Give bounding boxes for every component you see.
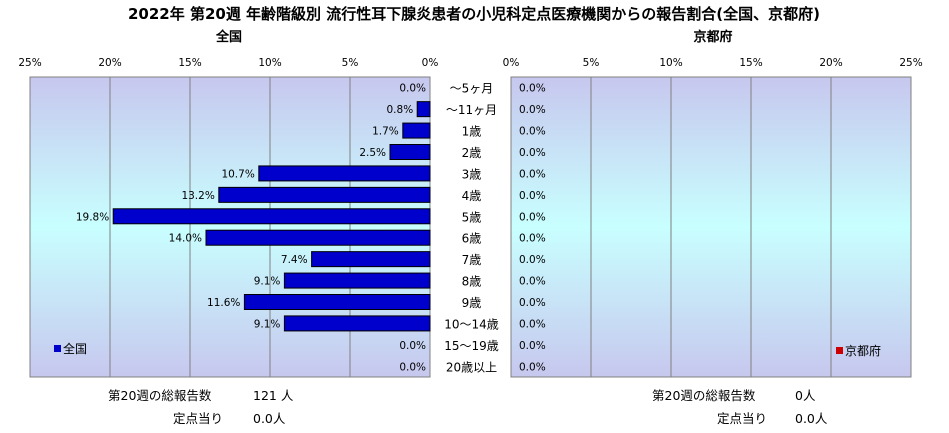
- left-bar: [243, 294, 431, 310]
- category-label: 7歳: [462, 253, 482, 267]
- right-plot-area: [510, 76, 912, 378]
- right-per-value: 0.0人: [795, 411, 828, 426]
- chart-title: 2022年 第20週 年齢階級別 流行性耳下腺炎患者の小児科定点医療機関からの報…: [128, 5, 820, 23]
- right-tick-label: 10%: [659, 57, 682, 69]
- right-footer: 第20週の総報告数 0人 定点当り 0.0人: [652, 388, 828, 426]
- category-label: 5歳: [462, 210, 482, 224]
- category-label: 6歳: [462, 232, 482, 246]
- bars: [112, 101, 431, 332]
- left-data-label: 0.8%: [387, 104, 414, 116]
- gridlines: [109, 77, 832, 377]
- left-data-label: 11.6%: [207, 297, 240, 309]
- right-tick-label: 20%: [819, 57, 842, 69]
- left-data-label: 7.4%: [281, 254, 308, 266]
- left-bar: [311, 251, 431, 268]
- right-data-label: 0.0%: [519, 211, 546, 223]
- left-data-label: 19.8%: [76, 211, 109, 223]
- left-total-label: 第20週の総報告数: [108, 388, 212, 403]
- data-labels: 0.0% 0.0% 0.8% 0.0% 1.7% 0.0% 2.5% 0.0% 10.7% 0.0…: [76, 83, 546, 374]
- right-total-label: 第20週の総報告数: [652, 388, 756, 403]
- category-label: 2歳: [462, 146, 482, 160]
- category-label: 10～14歳: [444, 317, 499, 331]
- category-labels: ～5ヶ月 ～11ヶ月 1歳 2歳 3歳 4歳 5歳 6歳 7歳 8歳 9歳 10～14歳 15～19歳 2…: [444, 82, 499, 375]
- left-data-label: 9.1%: [254, 318, 281, 330]
- right-data-label: 0.0%: [519, 297, 546, 309]
- right-per-label: 定点当り: [717, 411, 767, 426]
- right-tick-label: 0%: [503, 57, 520, 69]
- right-legend: 京都府: [836, 343, 881, 358]
- left-data-label: 14.0%: [169, 233, 202, 245]
- left-data-label: 0.0%: [399, 340, 426, 352]
- left-plot-area: [29, 76, 431, 378]
- right-data-label: 0.0%: [519, 254, 546, 266]
- left-bar: [389, 144, 431, 160]
- right-total-value: 0人: [795, 388, 816, 403]
- left-data-label: 0.0%: [399, 361, 426, 373]
- left-bar: [205, 229, 431, 246]
- right-legend-swatch: [836, 347, 843, 354]
- left-data-label: 2.5%: [359, 147, 386, 159]
- axis-ticks: 0% 0% 5% 5% 10% 10% 15% 15% 20% 20% 25% 25%: [18, 57, 922, 69]
- left-bar: [416, 101, 431, 118]
- left-data-label: 1.7%: [372, 126, 399, 138]
- left-tick-label: 20%: [98, 57, 121, 69]
- right-data-label: 0.0%: [519, 83, 546, 95]
- category-label: 4歳: [462, 189, 482, 203]
- left-footer: 第20週の総報告数 121 人 定点当り 0.0人: [108, 388, 294, 426]
- left-data-label: 10.7%: [221, 168, 254, 180]
- right-data-label: 0.0%: [519, 126, 546, 138]
- left-total-value: 121 人: [253, 388, 294, 403]
- left-tick-label: 15%: [178, 57, 201, 69]
- left-per-label: 定点当り: [173, 411, 223, 426]
- left-tick-label: 5%: [342, 57, 359, 69]
- left-per-value: 0.0人: [253, 411, 286, 426]
- right-data-label: 0.0%: [519, 147, 546, 159]
- category-label: 15～19歳: [444, 339, 499, 353]
- category-label: 20歳以上: [446, 360, 497, 374]
- left-data-label: 13.2%: [181, 190, 214, 202]
- left-panel-subtitle: 全国: [215, 29, 242, 45]
- left-bar: [218, 186, 431, 203]
- right-data-label: 0.0%: [519, 104, 546, 116]
- right-data-label: 0.0%: [519, 233, 546, 245]
- left-data-label: 9.1%: [254, 276, 281, 288]
- category-label: ～11ヶ月: [446, 103, 497, 117]
- left-legend-swatch: [54, 345, 61, 352]
- right-data-label: 0.0%: [519, 340, 546, 352]
- category-label: 3歳: [462, 167, 482, 181]
- left-tick-label: 25%: [18, 57, 41, 69]
- left-bar: [258, 165, 431, 182]
- right-data-label: 0.0%: [519, 190, 546, 202]
- category-label: 9歳: [462, 296, 482, 310]
- left-bar: [283, 272, 431, 289]
- right-legend-label: 京都府: [845, 343, 881, 358]
- right-tick-label: 5%: [583, 57, 600, 69]
- left-tick-label: 0%: [422, 57, 439, 69]
- right-tick-label: 25%: [899, 57, 922, 69]
- right-tick-label: 15%: [739, 57, 762, 69]
- left-tick-label: 10%: [258, 57, 281, 69]
- left-legend: 全国: [54, 341, 87, 356]
- left-bar: [402, 122, 431, 139]
- left-data-label: 0.0%: [399, 83, 426, 95]
- category-label: 8歳: [462, 275, 482, 289]
- left-legend-label: 全国: [63, 341, 87, 356]
- right-data-label: 0.0%: [519, 168, 546, 180]
- category-label: 1歳: [462, 125, 482, 139]
- right-data-label: 0.0%: [519, 361, 546, 373]
- left-bar: [112, 208, 431, 225]
- left-bar: [283, 315, 431, 332]
- right-data-label: 0.0%: [519, 318, 546, 330]
- right-panel-subtitle: 京都府: [693, 29, 732, 45]
- right-data-label: 0.0%: [519, 276, 546, 288]
- category-label: ～5ヶ月: [450, 82, 494, 96]
